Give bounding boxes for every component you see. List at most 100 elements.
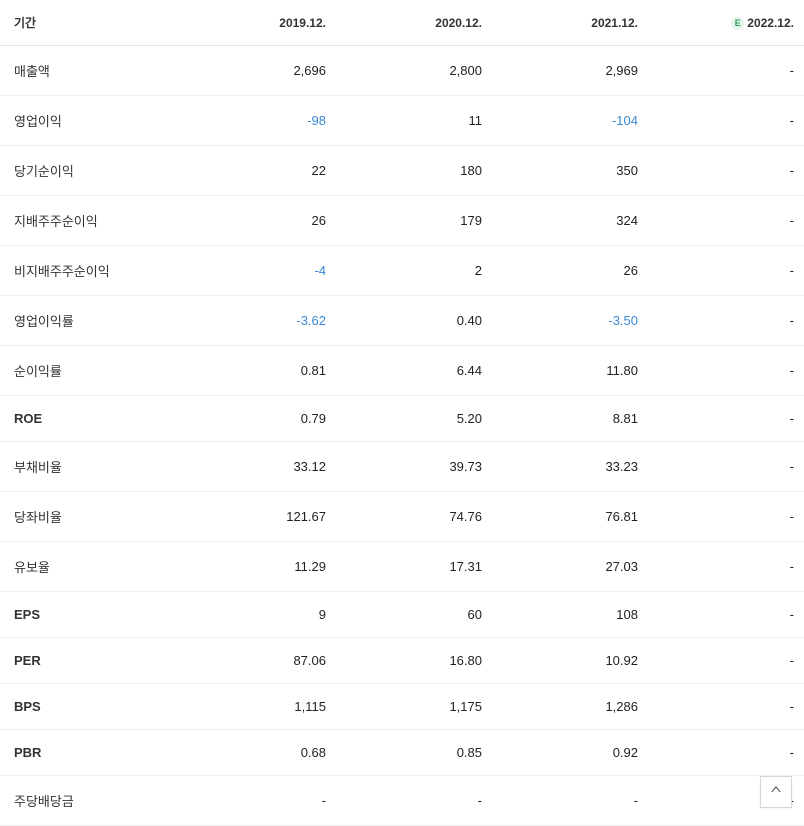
cell-value: -4 <box>180 246 336 296</box>
row-label: 주당배당금 <box>0 776 180 826</box>
table-row: ROE0.795.208.81- <box>0 396 804 442</box>
cell-value: -104 <box>492 96 648 146</box>
cell-value: -3.50 <box>492 296 648 346</box>
cell-value: 27.03 <box>492 542 648 592</box>
table-header: 기간 2019.12. 2020.12. 2021.12. E2022.12. <box>0 0 804 46</box>
table-row: 영업이익-9811-104- <box>0 96 804 146</box>
row-label: 영업이익률 <box>0 296 180 346</box>
header-2022-estimate: E2022.12. <box>648 0 804 46</box>
cell-value: 121.67 <box>180 492 336 542</box>
cell-value: - <box>648 196 804 246</box>
table-body: 매출액2,6962,8002,969-영업이익-9811-104-당기순이익22… <box>0 46 804 826</box>
cell-value: -98 <box>180 96 336 146</box>
cell-value: -3.62 <box>180 296 336 346</box>
cell-value: 0.40 <box>336 296 492 346</box>
cell-value: 33.23 <box>492 442 648 492</box>
cell-value: 180 <box>336 146 492 196</box>
cell-value: - <box>648 246 804 296</box>
cell-value: 0.68 <box>180 730 336 776</box>
table-row: 영업이익률-3.620.40-3.50- <box>0 296 804 346</box>
row-label: 당좌비율 <box>0 492 180 542</box>
cell-value: 6.44 <box>336 346 492 396</box>
cell-value: 74.76 <box>336 492 492 542</box>
cell-value: - <box>648 442 804 492</box>
cell-value: 1,286 <box>492 684 648 730</box>
cell-value: 350 <box>492 146 648 196</box>
cell-value: 5.20 <box>336 396 492 442</box>
row-label: 순이익률 <box>0 346 180 396</box>
table-row: PBR0.680.850.92- <box>0 730 804 776</box>
cell-value: 17.31 <box>336 542 492 592</box>
table-row: 매출액2,6962,8002,969- <box>0 46 804 96</box>
row-label: ROE <box>0 396 180 442</box>
cell-value: 9 <box>180 592 336 638</box>
cell-value: 2,969 <box>492 46 648 96</box>
table-row: 유보율11.2917.3127.03- <box>0 542 804 592</box>
cell-value: 0.79 <box>180 396 336 442</box>
table-row: 당기순이익22180350- <box>0 146 804 196</box>
cell-value: - <box>648 684 804 730</box>
table-row: 순이익률0.816.4411.80- <box>0 346 804 396</box>
cell-value: 1,175 <box>336 684 492 730</box>
cell-value: - <box>492 776 648 826</box>
row-label: 지배주주순이익 <box>0 196 180 246</box>
row-label: 영업이익 <box>0 96 180 146</box>
header-2019: 2019.12. <box>180 0 336 46</box>
table-row: 주당배당금---- <box>0 776 804 826</box>
row-label: EPS <box>0 592 180 638</box>
cell-value: - <box>648 638 804 684</box>
cell-value: 11.80 <box>492 346 648 396</box>
header-2020: 2020.12. <box>336 0 492 46</box>
arrow-up-icon <box>770 783 782 801</box>
cell-value: - <box>648 46 804 96</box>
cell-value: 8.81 <box>492 396 648 442</box>
table-row: 지배주주순이익26179324- <box>0 196 804 246</box>
table-row: EPS960108- <box>0 592 804 638</box>
cell-value: 324 <box>492 196 648 246</box>
row-label: 비지배주주순이익 <box>0 246 180 296</box>
table-row: 당좌비율121.6774.7676.81- <box>0 492 804 542</box>
cell-value: 26 <box>180 196 336 246</box>
row-label: BPS <box>0 684 180 730</box>
cell-value: 0.85 <box>336 730 492 776</box>
cell-value: - <box>648 396 804 442</box>
estimate-badge-icon: E <box>731 17 744 30</box>
header-row: 기간 2019.12. 2020.12. 2021.12. E2022.12. <box>0 0 804 46</box>
cell-value: 26 <box>492 246 648 296</box>
cell-value: - <box>648 492 804 542</box>
table-row: 비지배주주순이익-4226- <box>0 246 804 296</box>
cell-value: - <box>648 730 804 776</box>
cell-value: 22 <box>180 146 336 196</box>
header-2021: 2021.12. <box>492 0 648 46</box>
cell-value: - <box>648 296 804 346</box>
cell-value: 33.12 <box>180 442 336 492</box>
cell-value: - <box>648 592 804 638</box>
cell-value: - <box>648 146 804 196</box>
cell-value: 179 <box>336 196 492 246</box>
cell-value: 76.81 <box>492 492 648 542</box>
scroll-to-top-button[interactable] <box>760 776 792 808</box>
cell-value: 11 <box>336 96 492 146</box>
cell-value: 2,800 <box>336 46 492 96</box>
cell-value: - <box>180 776 336 826</box>
row-label: PER <box>0 638 180 684</box>
cell-value: 108 <box>492 592 648 638</box>
cell-value: 60 <box>336 592 492 638</box>
row-label: 매출액 <box>0 46 180 96</box>
cell-value: 10.92 <box>492 638 648 684</box>
cell-value: 2,696 <box>180 46 336 96</box>
cell-value: 39.73 <box>336 442 492 492</box>
cell-value: 0.81 <box>180 346 336 396</box>
header-period: 기간 <box>0 0 180 46</box>
row-label: 당기순이익 <box>0 146 180 196</box>
cell-value: 1,115 <box>180 684 336 730</box>
cell-value: 16.80 <box>336 638 492 684</box>
cell-value: - <box>648 542 804 592</box>
table-row: PER87.0616.8010.92- <box>0 638 804 684</box>
cell-value: - <box>648 346 804 396</box>
financial-table: 기간 2019.12. 2020.12. 2021.12. E2022.12. … <box>0 0 804 826</box>
cell-value: 87.06 <box>180 638 336 684</box>
table-row: BPS1,1151,1751,286- <box>0 684 804 730</box>
cell-value: 11.29 <box>180 542 336 592</box>
cell-value: - <box>648 96 804 146</box>
